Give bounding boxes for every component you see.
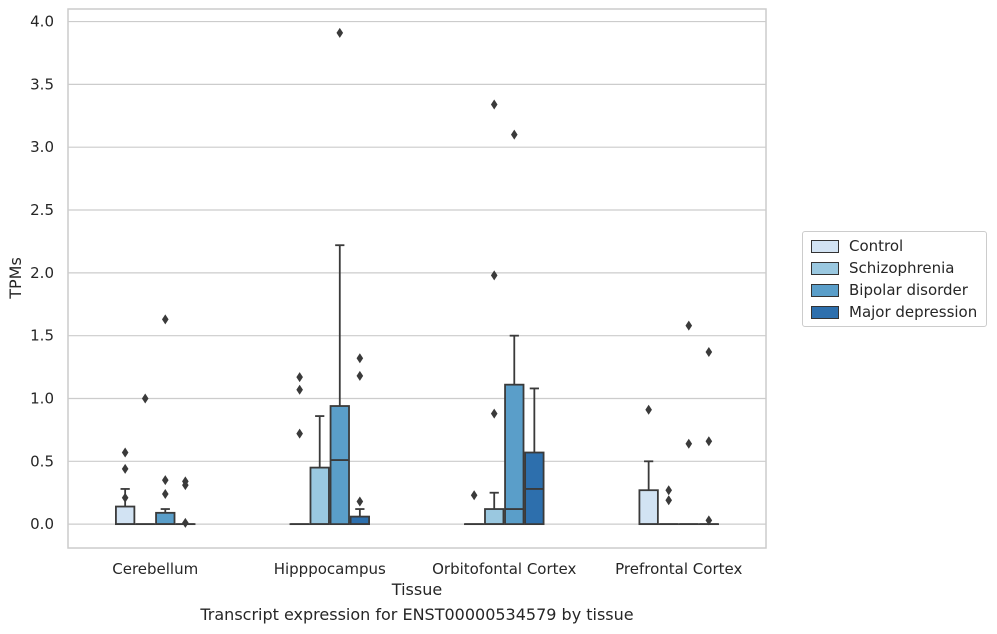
- y-tick-label-1-5: 1.5: [30, 327, 54, 345]
- gridlines: [68, 20, 766, 525]
- box-body: [349, 515, 370, 526]
- box-bipolar-disorder-prefrontal-cortex: [678, 320, 699, 526]
- outlier-point: [182, 517, 189, 528]
- y-tick-labels: 0.0 0.5 1.0 1.5 2.0 2.5 3.0 3.5 4.0: [30, 13, 54, 534]
- y-tick-label-1-0: 1.0: [30, 389, 54, 407]
- y-tick-label-2-0: 2.0: [30, 264, 54, 282]
- box-schizophrenia-hipppocampus: [309, 415, 330, 526]
- outlier-point: [296, 384, 303, 395]
- y-tick-label-3-5: 3.5: [30, 75, 54, 93]
- box-bipolar-disorder-cerebellum: [155, 314, 176, 526]
- outlier-point: [121, 447, 129, 458]
- legend-item-major-depression: Major depression: [811, 302, 977, 322]
- outlier-point: [665, 485, 673, 496]
- outlier-point: [121, 463, 129, 474]
- outlier-point: [645, 404, 652, 415]
- outlier-point: [685, 320, 693, 331]
- boxes: [115, 27, 719, 528]
- box-schizophrenia-prefrontal-cortex: [658, 485, 679, 526]
- legend-item-bipolar-disorder: Bipolar disorder: [811, 280, 968, 300]
- outlier-point: [490, 270, 498, 281]
- x-tick-label-hipppocampus: Hipppocampus: [274, 560, 386, 578]
- y-tick-label-3-0: 3.0: [30, 138, 54, 156]
- outlier-point: [470, 490, 478, 501]
- legend-label-major-depression: Major depression: [849, 303, 978, 321]
- box-body: [504, 383, 525, 526]
- outlier-point: [161, 314, 169, 325]
- y-tick-label-2-5: 2.5: [30, 201, 54, 219]
- outlier-point: [121, 492, 129, 503]
- box-body: [309, 466, 330, 526]
- box-body: [115, 505, 136, 526]
- legend-swatch-major-depression: [811, 305, 839, 319]
- box-control-hipppocampus: [289, 372, 310, 526]
- legend-swatch-schizophrenia: [811, 261, 839, 275]
- box-body: [484, 508, 505, 526]
- box-major-depression-hipppocampus: [349, 353, 370, 526]
- box-control-cerebellum: [115, 447, 136, 526]
- outlier-point: [356, 496, 364, 507]
- y-tick-label-0-0: 0.0: [30, 515, 54, 533]
- legend-label-control: Control: [849, 237, 904, 255]
- outlier-point: [705, 347, 713, 357]
- outlier-point: [161, 488, 169, 499]
- x-tick-label-orbitofontal-cortex: Orbitofontal Cortex: [432, 560, 576, 578]
- outlier-point: [685, 438, 693, 449]
- outlier-point: [705, 515, 713, 526]
- y-axis-label: TPMs: [6, 257, 25, 300]
- outlier-point: [490, 408, 498, 419]
- outlier-point: [490, 99, 498, 110]
- outlier-point: [356, 353, 364, 364]
- outlier-point: [336, 27, 344, 38]
- legend-label-schizophrenia: Schizophrenia: [849, 259, 955, 277]
- box-schizophrenia-orbitofontal-cortex: [484, 99, 505, 526]
- outlier-point: [296, 372, 303, 383]
- box-bipolar-disorder-orbitofontal-cortex: [504, 129, 525, 526]
- box-control-orbitofontal-cortex: [464, 490, 485, 526]
- legend-swatch-control: [811, 239, 839, 253]
- y-tick-label-0-5: 0.5: [30, 452, 54, 470]
- x-tick-label-prefrontal-cortex: Prefrontal Cortex: [615, 560, 742, 578]
- legend-item-control: Control: [811, 236, 903, 256]
- x-tick-label-cerebellum: Cerebellum: [112, 560, 198, 578]
- outlier-point: [705, 436, 713, 447]
- outlier-point: [665, 495, 673, 506]
- box-schizophrenia-cerebellum: [135, 393, 156, 526]
- plot-frame: [67, 8, 767, 549]
- x-tick-labels: Cerebellum Hipppocampus Orbitofontal Corte…: [112, 560, 742, 578]
- outlier-point: [296, 428, 303, 439]
- box-major-depression-orbitofontal-cortex: [524, 387, 545, 526]
- box-body: [329, 405, 350, 526]
- box-bipolar-disorder-hipppocampus: [329, 27, 350, 526]
- y-tick-label-4-0: 4.0: [30, 13, 54, 31]
- outlier-point: [510, 129, 518, 140]
- figure-caption: Transcript expression for ENST0000053457…: [200, 605, 634, 624]
- box-body: [638, 489, 659, 526]
- legend-item-schizophrenia: Schizophrenia: [811, 258, 954, 278]
- box-major-depression-cerebellum: [175, 476, 196, 528]
- legend-swatch-bipolar-disorder: [811, 283, 839, 297]
- box-major-depression-prefrontal-cortex: [698, 347, 719, 526]
- outlier-point: [141, 393, 149, 404]
- legend-label-bipolar-disorder: Bipolar disorder: [849, 281, 968, 299]
- box-body: [155, 511, 176, 526]
- box-control-prefrontal-cortex: [638, 404, 659, 526]
- legend: Control Schizophrenia Bipolar disorder M…: [802, 231, 987, 327]
- outlier-point: [182, 480, 189, 491]
- outlier-point: [356, 370, 364, 381]
- outlier-point: [161, 475, 169, 486]
- x-axis-label: Tissue: [391, 580, 442, 599]
